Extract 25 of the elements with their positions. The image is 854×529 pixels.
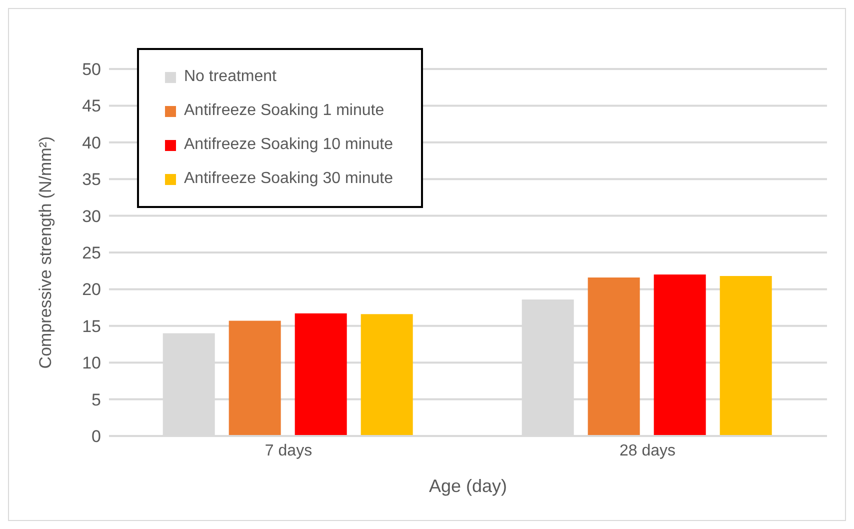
y-axis-title: Compressive strength (N/mm²) [36,136,56,369]
legend-label: Antifreeze Soaking 10 minute [184,136,394,154]
bar [294,313,347,436]
bar [588,277,640,436]
bar [654,274,706,436]
y-tick-label: 30 [82,206,101,226]
y-tick-label: 20 [82,280,101,300]
y-tick-label: 10 [82,354,101,373]
x-tick-label: 7 days [264,442,312,460]
y-tick-label: 45 [82,96,101,116]
y-tick-label: 35 [82,170,101,190]
bar [228,320,281,436]
bar [720,276,772,436]
y-tick-label: 40 [82,133,101,152]
bar [360,314,413,436]
x-tick-label: 28 days [619,442,676,460]
legend-label: Antifreeze Soaking 30 minute [184,170,394,188]
x-axis-title: Age (day) [428,476,508,496]
y-tick-label: 0 [92,427,101,446]
legend-label: Antifreeze Soaking 1 minute [184,102,384,120]
y-tick-label: 50 [82,60,101,80]
y-tick-label: 15 [82,316,101,336]
y-tick-label: 25 [82,244,101,263]
y-tick-label: 5 [92,390,101,410]
legend-label: No treatment [184,68,276,86]
